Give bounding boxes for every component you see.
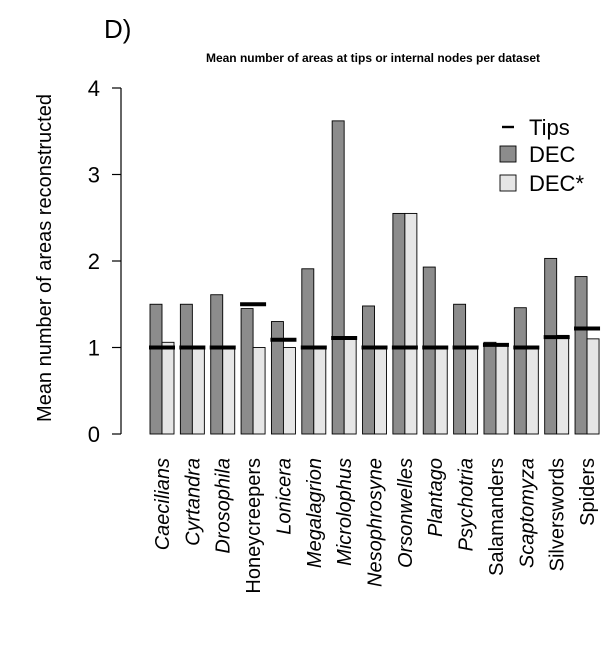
bar-decstar-psychotria [465, 347, 479, 435]
bar-dec-salamanders [483, 341, 497, 435]
x-tick-label-silverswords: Silverswords [547, 458, 569, 571]
bar-dec-cyrtandra [179, 303, 193, 435]
bar-dec-nesophrosyne [362, 305, 375, 435]
bar-dec-caecilians [149, 303, 163, 435]
bar-dec-plantago [422, 266, 436, 435]
bar-dec-megalagrion [301, 268, 315, 435]
y-axis-label: Mean number of areas reconstructed [34, 94, 56, 422]
x-tick-label-drosophila: Drosophila [213, 458, 235, 554]
bar-decstar-spiders [586, 338, 600, 435]
bar-decstar-lonicera [282, 347, 296, 435]
tips-markers-group [149, 302, 601, 350]
x-tick-label-honeycreepers: Honeycreepers [243, 458, 265, 594]
x-tick-label-scaptomyza: Scaptomyza [516, 458, 538, 568]
bar-decstar-silverswords [556, 334, 570, 435]
x-tick-label-lonicera: Lonicera [273, 458, 295, 535]
legend-label-decstar: DEC* [529, 171, 584, 196]
x-tick-labels: Caecilians Cyrtandra Drosophila Honeycreepe… [152, 458, 599, 594]
bar-decstar-megalagrion [313, 347, 327, 435]
bar-dec-orsonwelles [392, 212, 406, 435]
bar-dec-psychotria [453, 303, 467, 435]
bar-decstar-scaptomyza [525, 347, 539, 435]
x-tick-label-cyrtandra: Cyrtandra [182, 458, 204, 546]
bar-dec-drosophila [210, 294, 224, 435]
bar-dec-microlophus [331, 120, 345, 435]
x-tick-label-megalagrion: Megalagrion [304, 458, 326, 568]
bar-decstar-orsonwelles [404, 212, 418, 435]
x-tick-label-psychotria: Psychotria [456, 458, 478, 551]
x-tick-label-microlophus: Microlophus [334, 458, 356, 566]
x-tick-label-spiders: Spiders [577, 458, 599, 526]
bar-dec-honeycreepers [240, 308, 254, 435]
legend-swatch-dec [499, 145, 517, 163]
bar-decstar-plantago [434, 347, 448, 435]
x-tick-label-salamanders: Salamanders [486, 458, 508, 576]
bar-decstar-microlophus [343, 336, 357, 435]
bar-dec-scaptomyza [513, 307, 527, 435]
x-tick-label-nesophrosyne: Nesophrosyne [365, 458, 387, 587]
chart-title: Mean number of areas at tips or internal… [206, 51, 540, 65]
bar-decstar-cyrtandra [191, 347, 205, 435]
panel-label: D) [104, 14, 131, 44]
bar-decstar-caecilians [161, 341, 175, 435]
bar-dec-silverswords [544, 257, 558, 435]
bars-group [149, 120, 600, 435]
legend-label-tips: Tips [529, 115, 570, 140]
x-tick-label-caecilians: Caecilians [152, 458, 174, 550]
bar-decstar-honeycreepers [252, 347, 266, 435]
y-tick-label-4: 4 [88, 76, 100, 101]
y-tick-label-3: 3 [88, 163, 100, 188]
x-tick-label-orsonwelles: Orsonwelles [395, 458, 417, 568]
y-tick-label-0: 0 [88, 422, 100, 447]
y-tick-label-1: 1 [88, 336, 100, 361]
legend-swatch-decstar [499, 174, 517, 192]
y-tick-label-2: 2 [88, 249, 100, 274]
y-axis: 0 1 2 3 4 [88, 76, 122, 447]
bar-decstar-nesophrosyne [374, 347, 387, 435]
x-tick-label-plantago: Plantago [425, 458, 447, 537]
bar-decstar-salamanders [495, 343, 509, 435]
bar-dec-spiders [574, 276, 588, 435]
legend-label-dec: DEC [529, 142, 576, 167]
bar-decstar-drosophila [222, 347, 236, 435]
